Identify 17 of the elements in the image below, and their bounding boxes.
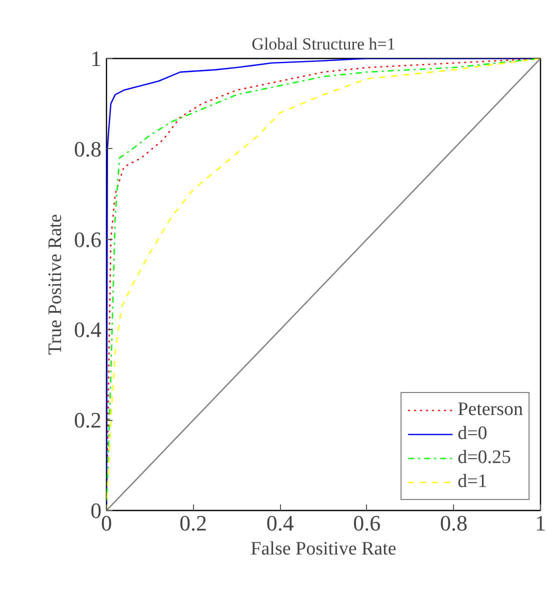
legend-label: d=1: [458, 471, 488, 493]
y-axis-title: True Positive Rate: [45, 214, 66, 355]
legend-label: Peterson: [458, 399, 523, 421]
y-tick-label: 0.2: [74, 408, 102, 433]
x-tick-label: 1: [535, 510, 546, 536]
legend-label: d=0.25: [458, 447, 512, 469]
x-axis-title: False Positive Rate: [250, 538, 396, 560]
x-tick-label: 0.8: [440, 510, 468, 536]
y-tick-label: 0.6: [74, 226, 102, 252]
x-tick-label: 0.2: [180, 510, 208, 536]
y-tick-label: 1: [90, 46, 102, 71]
x-tick-label: 0.6: [353, 510, 381, 536]
x-tick-label: 0.4: [266, 510, 294, 536]
legend-label: d=0: [458, 423, 488, 445]
y-tick-label: 0.4: [74, 317, 102, 342]
chart-title: Global Structure h=1: [252, 34, 396, 54]
y-tick-label: 0.8: [74, 136, 102, 162]
